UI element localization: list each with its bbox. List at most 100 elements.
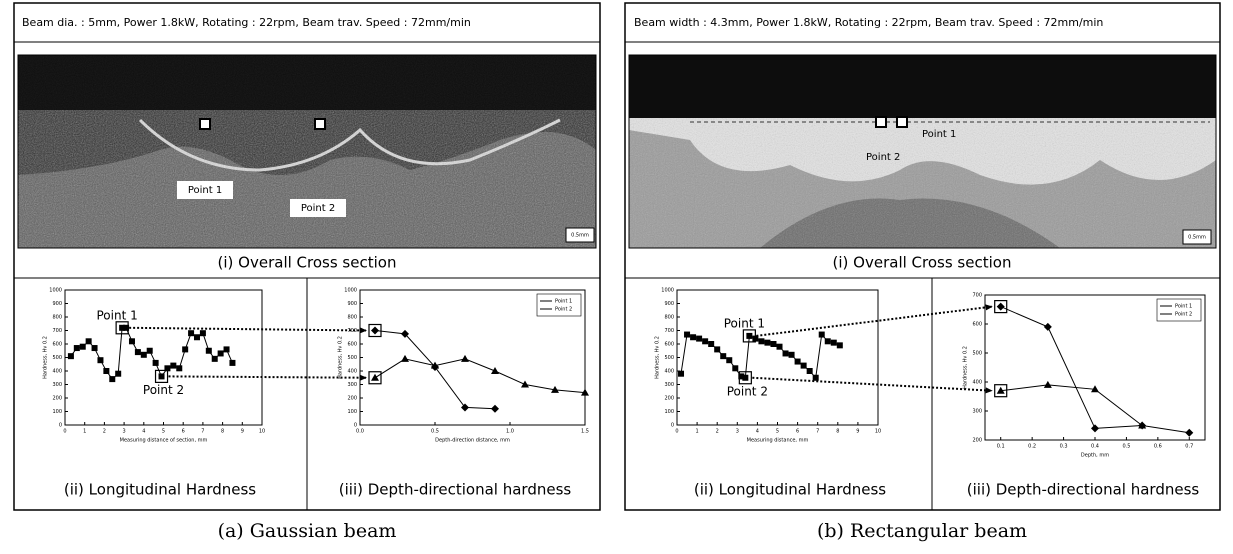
- x-tick-label: 0: [63, 429, 66, 435]
- marker: [738, 373, 745, 380]
- marker: [794, 358, 801, 365]
- marker: [229, 359, 236, 366]
- line: [1000, 306, 1190, 434]
- marker: [170, 362, 177, 369]
- line: [374, 358, 586, 394]
- y-tick-label: 100: [664, 409, 674, 415]
- marker: [205, 347, 212, 354]
- y-tick-label: 400: [52, 369, 62, 375]
- marker: [702, 338, 709, 345]
- point-label: Point 2: [866, 152, 900, 163]
- marker: [146, 347, 153, 354]
- marker: [996, 302, 1005, 311]
- marker: [134, 349, 141, 356]
- legend: [536, 293, 582, 317]
- marker: [188, 330, 195, 337]
- x-axis-label: Depth-direction distance, mm: [435, 438, 510, 444]
- y-tick-label: 700: [347, 328, 357, 334]
- x-tick-label: 8: [221, 429, 224, 435]
- caption: (i) Overall Cross section: [833, 254, 1012, 272]
- marker: [103, 368, 110, 374]
- x-tick-label: 4: [142, 429, 145, 435]
- marker: [824, 338, 831, 345]
- panel-border: [624, 2, 1221, 511]
- chart-caption: (iii) Depth-directional hardness: [339, 481, 572, 499]
- line: [1000, 384, 1143, 426]
- highlight: [742, 329, 756, 343]
- marker: [1091, 424, 1099, 433]
- marker: [1043, 322, 1052, 331]
- marker: [491, 367, 499, 374]
- arrow-head: [985, 304, 993, 311]
- point-label: Point 2: [301, 203, 335, 214]
- y-axis-label: Hardness, Hv 0.2: [338, 336, 344, 379]
- legend: [1156, 298, 1202, 322]
- marker: [812, 374, 819, 381]
- y-tick-label: 100: [52, 409, 62, 415]
- y-tick-label: 800: [52, 315, 62, 321]
- x-tick-label: 0.3: [1060, 444, 1068, 450]
- header: Beam dia. : 5mm, Power 1.8kW, Rotating :…: [22, 16, 471, 29]
- annotation: Point 1: [724, 316, 765, 330]
- x-tick-label: 0.1: [997, 444, 1005, 450]
- micrograph: [629, 55, 1216, 248]
- legend-label: Point 2: [1175, 312, 1192, 318]
- micrograph: [18, 55, 596, 248]
- y-tick-label: 100: [347, 409, 357, 415]
- marker: [581, 388, 589, 396]
- y-axis-label: Hardness, Hv 0.2: [43, 336, 49, 379]
- y-axis-label: Hardness, Hv 0.2: [655, 336, 661, 379]
- x-tick-label: 9: [856, 429, 859, 435]
- marker: [521, 380, 529, 388]
- marker: [818, 331, 825, 338]
- y-tick-label: 600: [972, 322, 982, 328]
- x-axis-label: Depth, mm: [1081, 453, 1109, 459]
- marker: [746, 332, 753, 339]
- y-tick-label: 800: [347, 315, 357, 321]
- x-tick-label: 8: [836, 429, 839, 435]
- marker: [115, 370, 122, 377]
- highlight: [994, 384, 1008, 398]
- marker: [1091, 385, 1099, 393]
- marker: [714, 346, 721, 353]
- y-tick-label: 800: [664, 315, 674, 321]
- marker: [461, 354, 469, 362]
- panel-label: (a) Gaussian beam: [218, 520, 397, 542]
- marker: [708, 341, 715, 347]
- y-tick-label: 300: [664, 382, 674, 388]
- marker: [199, 330, 206, 337]
- marker: [85, 338, 92, 345]
- marker: [690, 334, 697, 341]
- caption: (i) Overall Cross section: [218, 254, 397, 272]
- y-tick-label: 0: [59, 423, 62, 429]
- arrow-head: [985, 387, 993, 394]
- marker: [431, 361, 439, 369]
- y-tick-label: 600: [52, 342, 62, 348]
- y-tick-label: 300: [347, 382, 357, 388]
- marker: [97, 357, 104, 364]
- marker: [73, 345, 80, 352]
- x-tick-label: 1: [696, 429, 699, 435]
- point-label: Point 1: [922, 129, 956, 140]
- marker: [551, 385, 559, 393]
- marker: [152, 359, 159, 366]
- annotation: Point 1: [97, 308, 138, 322]
- y-tick-label: 900: [664, 301, 674, 307]
- x-tick-label: 0.2: [1028, 444, 1036, 450]
- panel-a: Beam dia. : 5mm, Power 1.8kW, Rotating :…: [13, 2, 601, 542]
- legend-label: Point 1: [1175, 304, 1192, 310]
- highlight: [738, 371, 752, 385]
- y-tick-label: 500: [52, 355, 62, 361]
- x-tick-label: 9: [241, 429, 244, 435]
- x-tick-label: 7: [816, 429, 819, 435]
- marker: [491, 404, 499, 413]
- x-axis-label: Measuring distance, mm: [747, 438, 809, 444]
- x-tick-label: 1.0: [506, 429, 514, 435]
- x-tick-label: 2: [716, 429, 719, 435]
- y-tick-label: 200: [664, 396, 674, 402]
- y-tick-label: 1000: [49, 288, 62, 294]
- y-axis-label: Hardness, Hv 0.2: [963, 346, 969, 389]
- y-tick-label: 600: [664, 342, 674, 348]
- marker: [371, 326, 379, 335]
- chart-caption: (ii) Longitudinal Hardness: [64, 481, 256, 499]
